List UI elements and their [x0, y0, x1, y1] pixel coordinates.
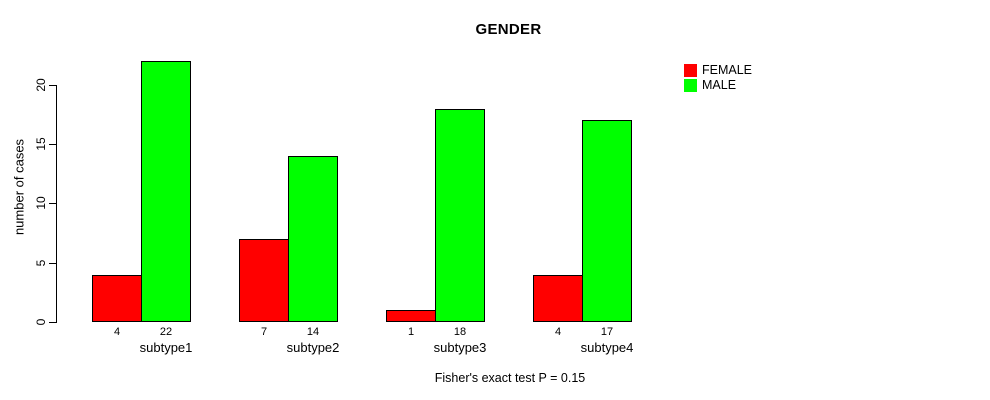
- bar-count-label: 17: [600, 326, 614, 338]
- bar-count-label: 14: [306, 326, 320, 338]
- legend: FEMALE MALE: [684, 63, 752, 93]
- y-tick-mark: [49, 144, 57, 146]
- y-tick-mark: [49, 203, 57, 205]
- y-tick-label: 10: [34, 196, 48, 211]
- y-tick-mark: [49, 262, 57, 264]
- legend-label: MALE: [702, 77, 737, 92]
- legend-item-male: MALE: [684, 78, 752, 92]
- bar-female-subtype4: [533, 275, 583, 322]
- bar-female-subtype2: [239, 239, 289, 322]
- chart-title: GENDER: [475, 21, 542, 38]
- x-category-label-subtype1: subtype1: [139, 340, 193, 355]
- y-tick-mark: [49, 322, 57, 323]
- legend-swatch-male: [684, 78, 697, 92]
- bar-count-label: 18: [453, 326, 467, 338]
- bar-male-subtype2: [288, 156, 338, 322]
- bar-count-label: 4: [113, 326, 121, 338]
- bar-count-label: 7: [260, 326, 268, 338]
- legend-swatch-female: [684, 63, 697, 77]
- y-tick-label: 15: [34, 137, 48, 151]
- bar-count-label: 4: [554, 326, 562, 338]
- legend-item-female: FEMALE: [684, 63, 752, 77]
- bar-female-subtype1: [92, 275, 142, 322]
- bar-male-subtype3: [435, 109, 485, 322]
- bar-male-subtype1: [141, 61, 191, 322]
- legend-label: FEMALE: [702, 62, 753, 77]
- bar-male-subtype4: [582, 120, 632, 322]
- y-tick-label: 20: [34, 78, 48, 92]
- y-axis-label: number of cases: [11, 138, 27, 236]
- fisher-test-annotation: Fisher's exact test P = 0.15: [434, 371, 586, 385]
- bar-count-label: 1: [407, 326, 415, 338]
- bar-female-subtype3: [386, 310, 436, 322]
- x-category-label-subtype4: subtype4: [580, 340, 634, 355]
- x-category-label-subtype2: subtype2: [286, 340, 340, 355]
- y-tick-label: 0: [34, 318, 48, 326]
- y-tick-mark: [49, 84, 57, 86]
- y-tick-label: 5: [34, 259, 48, 267]
- bar-count-label: 22: [159, 326, 173, 338]
- x-category-label-subtype3: subtype3: [433, 340, 487, 355]
